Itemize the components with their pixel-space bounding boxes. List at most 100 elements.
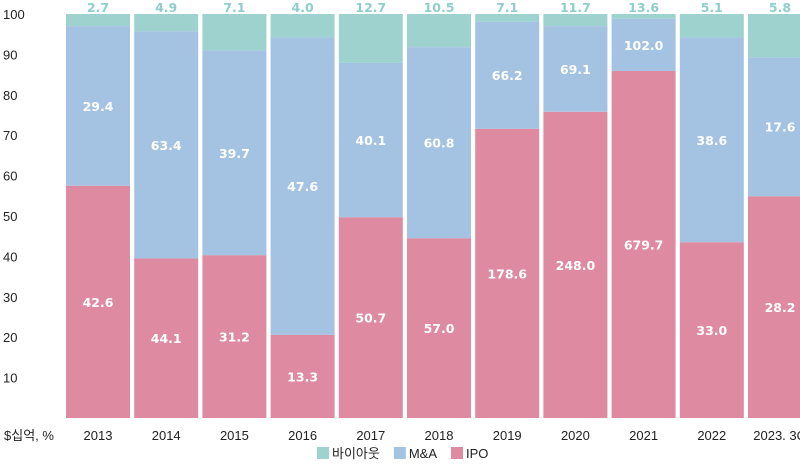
data-label: 50.7	[355, 311, 386, 326]
data-label: 17.6	[765, 120, 796, 135]
data-label: 38.6	[696, 133, 727, 148]
bar-segment-buyout	[543, 14, 608, 27]
data-label: 10.5	[424, 0, 455, 15]
data-label: 57.0	[424, 321, 455, 336]
bar-segment-mna	[748, 57, 800, 197]
bar-segment-mna	[611, 18, 676, 71]
legend-label: M&A	[409, 446, 438, 461]
data-label: 31.2	[219, 330, 250, 345]
data-label: 2.7	[87, 0, 109, 15]
bar-segment-ipo	[407, 238, 471, 418]
data-label: 5.8	[769, 0, 791, 15]
bar-segment-buyout	[475, 14, 540, 22]
data-label: 40.1	[355, 133, 386, 148]
legend-swatch	[451, 447, 464, 459]
y-tick-label: 70	[3, 128, 17, 143]
bar-segment-buyout	[407, 14, 471, 48]
bar-segment-ipo	[611, 70, 676, 419]
data-label: 7.1	[496, 0, 518, 15]
legend-label: 바이아웃	[332, 446, 380, 461]
x-tick-label: 2021	[629, 428, 658, 443]
data-label: 7.1	[223, 0, 245, 15]
data-label: 12.7	[355, 0, 386, 15]
x-tick-label: 2023. 3Q	[753, 428, 800, 443]
bar-segment-mna	[270, 37, 335, 335]
x-tick-label: 2016	[288, 428, 317, 443]
data-label: 13.3	[287, 369, 318, 384]
x-tick-label: 2020	[561, 428, 590, 443]
y-tick-label: 90	[3, 47, 17, 62]
bar-segment-mna	[679, 37, 744, 243]
bar-segment-mna	[66, 26, 130, 186]
data-labels-layer: 42.6 29.4 2.7 44.1 63.4 4.9 31.2 39.7 7.1 13.3 47.…	[83, 0, 796, 384]
data-label: 42.6	[83, 295, 114, 310]
bar-segment-buyout	[66, 14, 130, 27]
x-tick-label: 2014	[152, 428, 181, 443]
x-tick-label: 2013	[84, 428, 113, 443]
data-label: 39.7	[219, 146, 250, 161]
bar-segment-ipo	[543, 111, 608, 418]
bar-segment-mna	[407, 47, 471, 239]
data-label: 44.1	[151, 331, 182, 346]
legend-swatch	[317, 447, 329, 459]
data-label: 69.1	[560, 62, 591, 77]
bar-segment-buyout	[134, 14, 199, 32]
x-tick-label: 2015	[220, 428, 249, 443]
x-axis-categories: 2013 2014 2015 2016 2017 2018 2019 2020 2021 2022…	[84, 428, 800, 443]
y-tick-label: 10	[3, 371, 17, 386]
data-label: 60.8	[424, 136, 455, 151]
bar-segment-buyout	[748, 14, 800, 58]
bar-segment-ipo	[134, 258, 199, 418]
data-label: 11.7	[560, 0, 591, 15]
data-label: 4.9	[155, 0, 177, 15]
bar-segment-ipo	[748, 196, 800, 418]
data-label: 248.0	[556, 258, 596, 273]
bar-segment-buyout	[611, 14, 676, 19]
legend-label: IPO	[466, 446, 488, 461]
data-label: 178.6	[487, 266, 527, 281]
data-label: 28.2	[765, 300, 796, 315]
x-tick-label: 2022	[697, 428, 726, 443]
legend-swatch	[393, 447, 406, 459]
y-tick-label: 100	[3, 7, 25, 22]
y-tick-label: 20	[3, 330, 17, 345]
bar-segment-buyout	[338, 14, 403, 63]
y-axis-ticks: 10 20 30 40 50 60 70 80 90 100	[3, 7, 25, 386]
data-label: 29.4	[83, 99, 114, 114]
bar-segment-ipo	[338, 217, 403, 418]
unit-label: $십억, %	[4, 428, 54, 443]
bar-segment-mna	[543, 26, 608, 112]
bar-segment-mna	[475, 21, 540, 129]
y-tick-label: 50	[3, 209, 17, 224]
bar-segment-ipo	[679, 242, 744, 418]
bar-segment-buyout	[202, 14, 267, 51]
y-tick-label: 40	[3, 249, 17, 264]
bar-segment-ipo	[202, 255, 267, 418]
data-label: 4.0	[292, 0, 314, 15]
bar-segment-mna	[338, 62, 403, 218]
bar-segment-ipo	[66, 185, 130, 418]
bar-segment-mna	[134, 31, 199, 259]
y-tick-label: 60	[3, 169, 17, 184]
x-tick-label: 2018	[425, 428, 454, 443]
data-label: 47.6	[287, 179, 318, 194]
data-label: 679.7	[624, 237, 664, 252]
y-tick-label: 30	[3, 290, 17, 305]
bar-segment-ipo	[270, 334, 335, 418]
bar-segment-mna	[202, 50, 267, 256]
data-label: 13.6	[628, 0, 659, 15]
x-tick-label: 2019	[493, 428, 522, 443]
y-tick-label: 80	[3, 88, 17, 103]
bars-layer	[66, 14, 800, 419]
legend: 바이아웃 M&A IPO	[317, 446, 488, 461]
bar-segment-buyout	[270, 14, 335, 38]
bar-segment-ipo	[475, 128, 540, 418]
data-label: 33.0	[696, 323, 727, 338]
x-tick-label: 2017	[356, 428, 385, 443]
bar-segment-buyout	[679, 14, 744, 38]
data-label: 63.4	[151, 138, 182, 153]
data-label: 5.1	[701, 0, 723, 15]
data-label: 102.0	[624, 38, 664, 53]
data-label: 66.2	[492, 68, 523, 83]
